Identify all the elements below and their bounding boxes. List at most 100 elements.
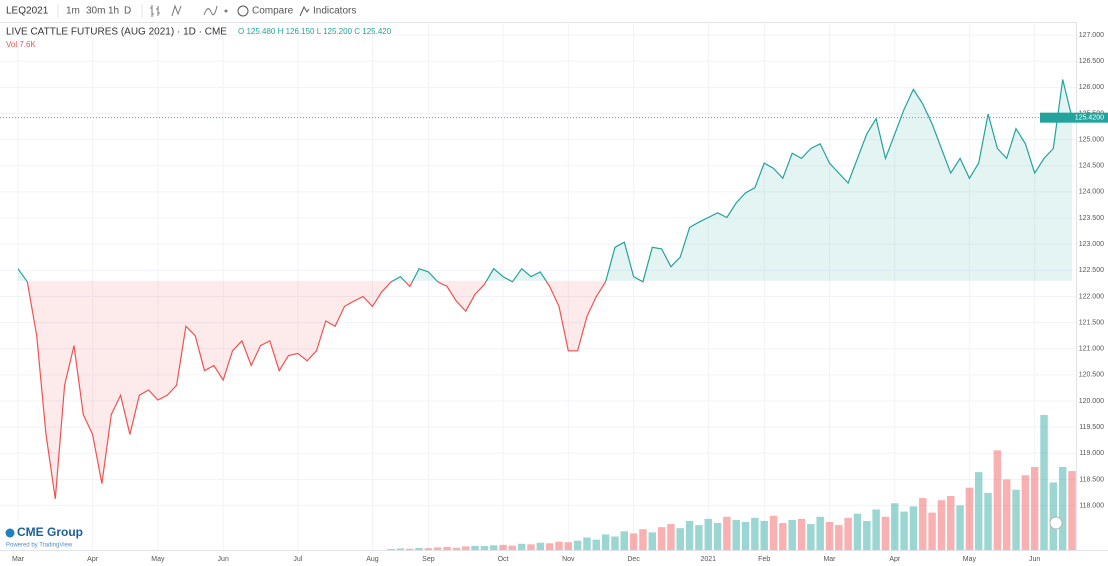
x-tick-label: Sep [422,556,435,563]
volume-bar [797,518,806,550]
volume-bar [835,525,843,550]
x-tick-label: Mar [823,556,836,563]
x-tick-label: 2021 [700,556,716,563]
volume-bar [723,516,731,550]
y-tick-label: 121.500 [1079,319,1104,326]
volume-bar [406,548,414,550]
volume-bar [825,521,834,550]
volume-bar [863,520,871,550]
axis-background [1076,22,1108,550]
volume-bar [900,511,908,550]
baseline-area [18,79,1072,499]
volume-bar [732,519,740,550]
y-tick-label: 122.000 [1079,293,1104,300]
volume-bar [1002,479,1011,550]
volume-bar [629,533,638,550]
volume-bar [592,539,601,550]
volume-bar [909,506,918,550]
volume-bar [443,546,451,550]
volume-bar [387,548,395,550]
x-tick-label: Aug [366,556,379,563]
volume-bar [1012,489,1020,550]
volume-bar [1068,471,1076,550]
volume-bar [601,534,610,550]
compare-icon[interactable] [237,5,249,17]
volume-bar [489,545,498,550]
volume-bar [1030,466,1039,550]
volume-bar [527,544,535,550]
volume-bar [695,525,703,550]
volume-bar [769,515,778,550]
volume-bar [657,527,666,550]
volume-bar [993,450,1002,550]
y-tick-label: 124.500 [1079,163,1104,170]
y-tick-label: 119.500 [1079,424,1104,431]
chart-style-icons[interactable] [150,4,218,17]
volume-bar [965,487,974,550]
x-tick-label: Apr [87,556,99,563]
settings-button[interactable] [1049,516,1063,530]
logo-mark [5,528,15,538]
compare-button[interactable]: Compare [252,6,294,17]
volume-bar [452,547,461,550]
x-tick-label: Jul [293,556,302,563]
x-tick-label: Mar [12,556,25,563]
volume-bar [536,542,545,550]
volume-bar [424,548,433,550]
y-tick-label: 121.000 [1079,346,1104,353]
plot-area: 127.000126.500126.000125.500125.000124.5… [0,22,1108,563]
y-tick-label: 123.500 [1079,215,1104,222]
logo: CME Group [17,525,83,539]
x-tick-label: Feb [758,556,770,563]
y-tick-label: 120.500 [1079,372,1104,379]
volume-bar [508,545,517,550]
x-tick-label: Oct [498,556,509,563]
volume-bar [583,537,591,550]
interval[interactable]: 30m [86,6,105,17]
volume-bar [648,532,656,550]
volume-bar [461,546,470,550]
interval[interactable]: D [124,6,131,17]
volume-bar [1040,415,1048,550]
y-tick-label: 126.500 [1079,58,1104,65]
volume-bar [751,517,759,550]
interval[interactable]: 1m [66,6,80,17]
y-tick-label: 118.000 [1079,502,1104,509]
volume-bar [937,500,946,550]
last-price-label: 125.4200 [1075,115,1104,122]
y-tick-label: 124.000 [1079,189,1104,196]
volume-bar [788,519,796,550]
y-tick-label: 118.500 [1079,476,1104,483]
y-tick-label: 122.500 [1079,267,1104,274]
dropdown[interactable] [224,9,228,13]
volume-bar [639,529,647,550]
indicators-button[interactable]: Indicators [313,6,356,17]
volume-bar [816,516,824,550]
volume-bar [779,523,787,550]
volume-bar [919,498,927,550]
volume-bar [974,472,983,550]
volume-bar [872,509,880,550]
volume-bar [956,505,964,550]
volume-bar [984,492,992,550]
legend-title: LIVE CATTLE FUTURES (AUG 2021) · 1D · CM… [6,27,227,38]
symbol[interactable]: LEQ2021 [6,6,49,17]
volume-bar [676,528,684,550]
volume-bar [434,547,442,550]
volume-bar [844,517,852,550]
x-tick-label: Apr [889,556,901,563]
volume-bar [499,544,507,550]
interval[interactable]: 1h [108,6,119,17]
y-tick-label: 123.000 [1079,241,1104,248]
volume-bar [704,518,712,550]
volume-bar [891,503,899,550]
y-tick-label: 119.000 [1079,450,1104,457]
x-tick-label: Nov [562,556,575,563]
volume-bar [545,543,554,550]
volume-bar [1049,482,1058,550]
volume-bar [564,542,573,550]
indicators-icon[interactable] [299,5,310,17]
volume-bar [1021,475,1030,550]
volume-bar [573,540,582,550]
